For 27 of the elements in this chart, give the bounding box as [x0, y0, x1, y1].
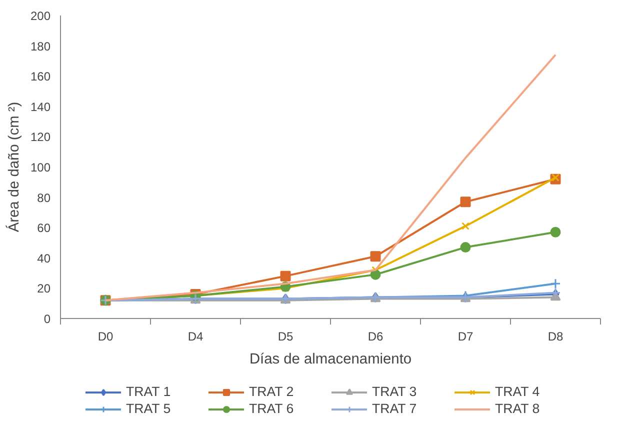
x-tick-label: D8 — [548, 330, 564, 344]
legend-label: TRAT 4 — [495, 384, 541, 399]
y-tick-label: 80 — [37, 190, 51, 205]
x-tick-label: D5 — [278, 330, 294, 344]
x-tick-label: D7 — [458, 330, 474, 344]
x-tick-label: D0 — [98, 330, 114, 344]
legend-label: TRAT 5 — [126, 401, 172, 416]
x-tick-label: D6 — [368, 330, 384, 344]
y-tick-label: 180 — [30, 39, 51, 54]
y-tick-label: 200 — [30, 9, 51, 23]
legend-label: TRAT 2 — [249, 384, 295, 399]
y-tick-label: 100 — [30, 160, 51, 174]
legend-label: TRAT 6 — [249, 401, 295, 416]
legend-label: TRAT 3 — [372, 384, 418, 399]
y-tick-label: 40 — [37, 251, 51, 266]
legend-label: TRAT 8 — [495, 401, 541, 416]
legend-label: TRAT 1 — [126, 384, 172, 399]
y-tick-label: 140 — [30, 100, 51, 114]
y-tick-label: 160 — [30, 70, 51, 84]
y-tick-label: 20 — [37, 282, 51, 296]
legend-label: TRAT 7 — [372, 401, 418, 416]
y-tick-label: 120 — [30, 130, 51, 144]
y-tick-label: 0 — [44, 312, 51, 326]
y-tick-label: 60 — [37, 221, 51, 236]
x-axis-title: Días de almacenamiento — [249, 352, 412, 368]
y-axis-title: Área de daño (cm ²) — [5, 102, 22, 232]
x-tick-label: D4 — [188, 330, 204, 344]
